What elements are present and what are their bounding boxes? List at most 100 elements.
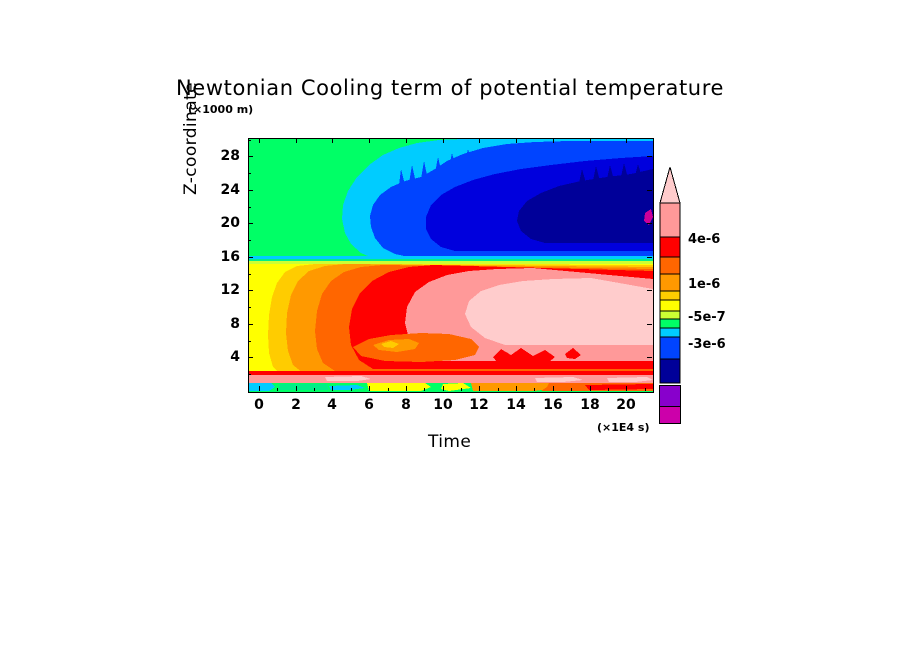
y-axis-tick <box>248 257 253 258</box>
bumps-red <box>493 348 581 363</box>
strip-red-surface <box>249 371 653 375</box>
colorbar-band-3 <box>659 273 681 292</box>
x-axis-tick <box>259 386 260 391</box>
y-axis-tick-right <box>647 156 652 157</box>
x-axis-tick <box>626 386 627 391</box>
x-axis-tick <box>296 386 297 391</box>
colorbar-band-12 <box>659 406 681 424</box>
colorbar-tick-label: 1e-6 <box>688 277 721 292</box>
strip-green-tropopause <box>249 259 653 261</box>
x-axis-minor-tick <box>314 388 315 391</box>
x-axis-tick <box>443 386 444 391</box>
x-axis-minor-tick <box>498 388 499 391</box>
colorbar-band-0 <box>659 202 681 238</box>
colorbar-band-11 <box>659 385 681 407</box>
y-axis-tick-label: 12 <box>220 282 240 298</box>
y-axis-tick-label: 8 <box>230 316 240 332</box>
colorbar-band-2 <box>659 256 681 275</box>
strip-cyan-tropopause <box>249 256 653 259</box>
y-axis-tick <box>248 324 253 325</box>
y-axis-minor-tick <box>248 341 251 342</box>
colorbar-band-5 <box>659 299 681 312</box>
y-axis-minor-tick <box>248 274 251 275</box>
colorbar-band-6 <box>659 310 681 320</box>
colorbar-extend-top <box>659 167 681 204</box>
x-axis-tick-top <box>626 138 627 143</box>
x-axis-tick-label: 2 <box>291 397 301 413</box>
colorbar-band-9 <box>659 336 681 360</box>
y-axis-tick-right <box>647 257 652 258</box>
y-axis-minor-tick <box>248 307 251 308</box>
y-axis-tick <box>248 190 253 191</box>
x-axis-tick-label: 8 <box>401 397 411 413</box>
x-axis-tick-label: 16 <box>543 397 563 413</box>
x-axis-tick-top <box>332 138 333 143</box>
contour-field <box>249 139 653 392</box>
x-axis-tick <box>590 386 591 391</box>
x-axis-minor-tick <box>277 388 278 391</box>
strip-chartreuse <box>249 261 653 264</box>
strip-surface-teal <box>279 384 329 390</box>
plot-area <box>248 138 654 393</box>
y-axis-minor-tick <box>248 173 251 174</box>
x-axis-tick-top <box>479 138 480 143</box>
y-axis-tick-right <box>647 223 652 224</box>
band-deep-navy <box>517 169 653 243</box>
x-axis-tick <box>369 386 370 391</box>
y-axis-minor-tick <box>248 140 251 141</box>
y-axis-minor-tick <box>248 207 251 208</box>
y-axis-tick-right <box>647 324 652 325</box>
colorbar-band-7 <box>659 318 681 329</box>
colorbar-tick-label: 4e-6 <box>688 232 721 247</box>
x-axis-minor-tick <box>424 388 425 391</box>
strip-surface-cyan <box>249 383 365 391</box>
x-axis-tick-label: 12 <box>469 397 489 413</box>
y-axis-tick <box>248 357 253 358</box>
y-axis-tick <box>248 156 253 157</box>
x-axis-label: Time <box>428 432 472 452</box>
x-axis-tick-label: 6 <box>364 397 374 413</box>
y-axis-minor-tick <box>248 240 251 241</box>
x-axis-tick-label: 20 <box>616 397 636 413</box>
strip-salmon-surface <box>249 375 653 383</box>
spot-magenta <box>644 209 653 225</box>
x-axis-tick <box>479 386 480 391</box>
y-axis-tick-label: 24 <box>220 182 240 198</box>
x-axis-minor-tick <box>461 388 462 391</box>
strip-surface-red <box>585 384 653 390</box>
colorbar-band-4 <box>659 290 681 301</box>
band-pale-pink <box>465 278 653 345</box>
x-axis-minor-tick <box>534 388 535 391</box>
x-axis-tick <box>553 386 554 391</box>
y-axis-tick-right <box>647 290 652 291</box>
streaks-pale-pink-surface <box>325 376 653 382</box>
strip-surface-yellow <box>367 383 471 391</box>
x-axis-tick-label: 0 <box>254 397 264 413</box>
x-axis-tick-label: 10 <box>433 397 453 413</box>
colorbar-band-10 <box>659 358 681 384</box>
x-axis-tick-top <box>553 138 554 143</box>
colorbar-band-1 <box>659 236 681 258</box>
x-axis-unit-label: (×1E4 s) <box>597 421 650 434</box>
y-axis-tick <box>248 223 253 224</box>
colorbar-band-8 <box>659 327 681 338</box>
colorbar <box>659 167 681 385</box>
x-axis-tick-top <box>369 138 370 143</box>
x-axis-tick <box>332 386 333 391</box>
x-axis-tick-label: 18 <box>580 397 600 413</box>
y-axis-tick-label: 4 <box>230 349 240 365</box>
y-axis-tick-right <box>647 357 652 358</box>
x-axis-tick-top <box>590 138 591 143</box>
x-axis-tick-top <box>259 138 260 143</box>
band-deep-navy-ragged <box>579 163 642 183</box>
x-axis-minor-tick <box>608 388 609 391</box>
colorbar-tick-label: -3e-6 <box>688 337 726 352</box>
y-axis-minor-tick <box>248 374 251 375</box>
y-axis-tick-label: 20 <box>220 215 240 231</box>
x-axis-minor-tick <box>351 388 352 391</box>
y-axis-tick-label: 28 <box>220 148 240 164</box>
y-axis-tick-label: 16 <box>220 249 240 265</box>
y-axis-tick <box>248 290 253 291</box>
x-axis-minor-tick <box>645 388 646 391</box>
